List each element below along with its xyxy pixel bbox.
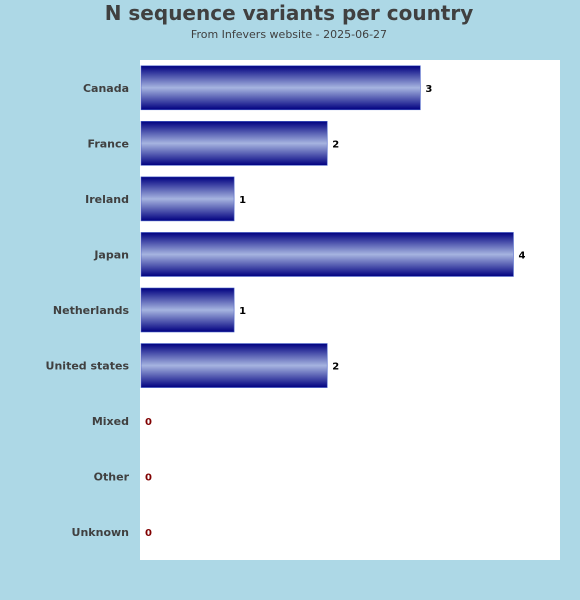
value-label: 2 — [332, 362, 339, 373]
category-label: Ireland — [85, 193, 129, 206]
chart-title: N sequence variants per country — [104, 1, 474, 25]
bar — [140, 232, 514, 277]
value-label: 3 — [425, 84, 432, 95]
category-label: United states — [46, 360, 130, 373]
chart-subtitle: From Infevers website - 2025-06-27 — [190, 28, 388, 41]
category-label: Netherlands — [53, 304, 130, 317]
value-label: 1 — [239, 306, 246, 317]
value-label: 0 — [145, 528, 152, 539]
bar — [140, 176, 235, 222]
value-label: 1 — [239, 195, 246, 206]
bar — [140, 65, 421, 111]
bar — [140, 287, 235, 333]
category-label: Other — [94, 471, 130, 484]
bar — [140, 121, 328, 166]
value-label: 0 — [145, 417, 152, 428]
category-label: France — [88, 137, 129, 150]
category-label: Canada — [83, 82, 129, 95]
value-label: 2 — [332, 139, 339, 150]
value-label: 4 — [518, 250, 525, 261]
value-label: 0 — [145, 473, 152, 484]
category-label: Mixed — [92, 415, 129, 428]
category-label: Unknown — [72, 526, 129, 539]
bar — [140, 343, 328, 388]
category-label: Japan — [93, 248, 129, 261]
